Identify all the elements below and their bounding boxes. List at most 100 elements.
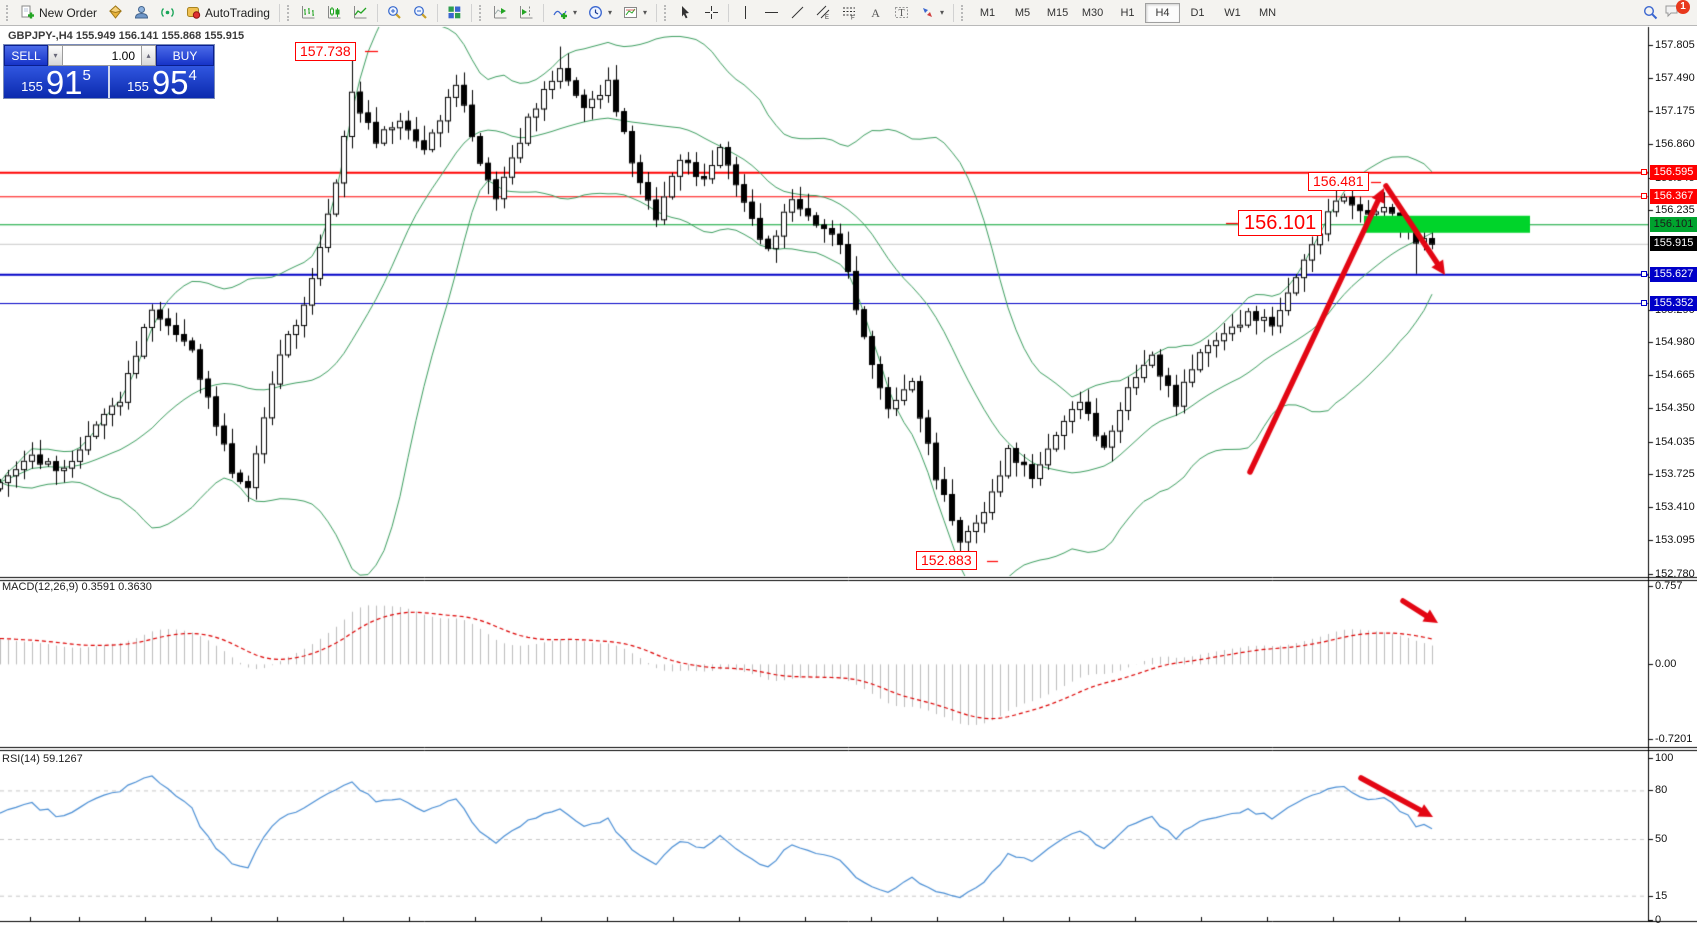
rsi-tick-label: 50	[1655, 833, 1668, 845]
cursor-button[interactable]	[673, 2, 698, 24]
price-callout[interactable]: 152.883	[916, 551, 977, 570]
bar-chart-button[interactable]	[296, 2, 321, 24]
toolbar-separator	[728, 3, 729, 22]
svg-text:E: E	[825, 15, 829, 20]
buy-price-prefix: 155	[127, 79, 149, 94]
trendline-button[interactable]	[785, 2, 810, 24]
vertical-line-icon	[745, 6, 746, 19]
arrows-button[interactable]: ▾	[915, 2, 949, 24]
buy-price-sup: 4	[188, 67, 197, 84]
templates-button[interactable]: ▾	[618, 2, 652, 24]
line-anchor-handle[interactable]	[1641, 300, 1647, 307]
toolbar-grip[interactable]	[961, 4, 966, 21]
metaeditor-button[interactable]	[103, 2, 128, 24]
toolbar-grip[interactable]	[6, 4, 11, 21]
price-tag: 156.367	[1650, 188, 1697, 204]
macd-tick-label: 0.00	[1655, 658, 1677, 671]
timeframe-m15[interactable]: M15	[1040, 3, 1075, 23]
toolbar-separator	[470, 3, 472, 22]
horizontal-line-button[interactable]	[759, 2, 784, 24]
equidistant-channel-button[interactable]: E	[811, 2, 836, 24]
line-anchor-handle[interactable]	[1641, 193, 1647, 200]
price-tag: 155.352	[1650, 295, 1697, 311]
toolbar-grip[interactable]	[286, 4, 292, 21]
tile-windows-button[interactable]	[442, 2, 467, 24]
toolbar-separator	[278, 3, 280, 22]
macd-tick-label: -0.7201	[1655, 733, 1693, 745]
line-anchor-handle[interactable]	[1641, 169, 1647, 176]
rsi-tick-label: 100	[1655, 752, 1674, 764]
symbol-info: GBPJPY-,H4 155.949 156.141 155.868 155.9…	[8, 30, 245, 42]
cursor-icon	[682, 6, 689, 19]
fibonacci-icon: F	[843, 7, 855, 20]
sell-price-big: 91	[45, 64, 83, 101]
macd-label: MACD(12,26,9) 0.3591 0.3630	[2, 581, 152, 593]
metaeditor-icon	[109, 5, 123, 19]
crosshair-icon	[705, 6, 718, 19]
price-callout[interactable]: 157.738	[295, 42, 356, 61]
rsi-tick-label: 0	[1655, 914, 1662, 926]
vertical-line-button[interactable]	[733, 2, 758, 24]
zoom-in-button[interactable]	[382, 2, 407, 24]
price-callout[interactable]: 156.101	[1238, 210, 1323, 236]
price-tag: 155.627	[1650, 266, 1697, 282]
toolbar: New Order AutoTra	[0, 0, 1697, 26]
price-tag: 156.595	[1650, 164, 1697, 180]
buy-button[interactable]: BUY	[156, 45, 214, 66]
sell-price-sup: 5	[82, 67, 91, 84]
timeframe-h4[interactable]: H4	[1145, 2, 1181, 23]
zoom-out-button[interactable]	[408, 2, 433, 24]
text-label-icon: T	[895, 7, 908, 19]
new-order-button[interactable]: New Order	[15, 2, 102, 24]
periods-icon	[589, 6, 602, 19]
line-chart-button[interactable]	[348, 2, 373, 24]
sell-button[interactable]: SELL	[4, 45, 48, 66]
timeframe-m5[interactable]: M5	[1005, 3, 1040, 23]
autotrading-label: AutoTrading	[205, 5, 270, 20]
candlestick-chart-icon	[327, 6, 341, 19]
fibonacci-button[interactable]: F	[837, 2, 862, 24]
line-anchor-handle[interactable]	[1641, 271, 1647, 278]
toolbar-separator	[542, 3, 544, 22]
buy-price-big: 95	[151, 64, 189, 101]
arrows-icon	[923, 8, 932, 17]
timeframe-m1[interactable]: M1	[970, 3, 1005, 23]
timeframe-d1[interactable]: D1	[1180, 3, 1215, 23]
buy-price-display[interactable]: 155 95 4	[110, 64, 214, 101]
text-button[interactable]: A	[863, 2, 888, 24]
notifications-button[interactable]: 1	[1664, 0, 1690, 23]
rsi-tick-label: 80	[1655, 784, 1668, 797]
rsi-label: RSI(14) 59.1267	[2, 753, 83, 765]
price-tick-label: 153.725	[1655, 468, 1695, 481]
crosshair-button[interactable]	[699, 2, 724, 24]
auto-scroll-button[interactable]	[488, 2, 513, 24]
text-label-button[interactable]: T	[889, 2, 914, 24]
price-tick-label: 157.490	[1655, 72, 1695, 85]
periods-button[interactable]: ▾	[583, 2, 617, 24]
timeframe-h1[interactable]: H1	[1110, 3, 1145, 23]
volume-input[interactable]: 1.00	[63, 45, 141, 66]
timeframe-m30[interactable]: M30	[1075, 3, 1110, 23]
search-icon[interactable]	[1643, 5, 1658, 20]
candlestick-chart-button[interactable]	[322, 2, 347, 24]
timeframe-mn[interactable]: MN	[1250, 3, 1285, 23]
macd-tick-label: 0.757	[1655, 579, 1683, 592]
dropdown-caret: ▾	[940, 8, 945, 17]
autotrading-button[interactable]: AutoTrading	[181, 2, 275, 24]
chart-shift-icon	[519, 6, 533, 19]
autotrading-icon	[187, 7, 201, 19]
volume-decrease-button[interactable]: ▾	[48, 45, 63, 66]
toolbar-grip[interactable]	[478, 4, 484, 21]
toolbar-grip[interactable]	[664, 4, 669, 21]
dropdown-caret: ▾	[607, 8, 612, 17]
toolbar-separator	[656, 3, 657, 22]
chart-shift-button[interactable]	[514, 2, 539, 24]
price-callout[interactable]: 156.481	[1308, 172, 1369, 191]
expert-advisors-button[interactable]	[129, 2, 154, 24]
timeframe-w1[interactable]: W1	[1215, 3, 1250, 23]
signals-button[interactable]	[155, 2, 180, 24]
indicators-button[interactable]: ▾	[548, 2, 582, 24]
volume-increase-button[interactable]: ▴	[141, 45, 156, 66]
sell-price-display[interactable]: 155 91 5	[4, 64, 108, 101]
